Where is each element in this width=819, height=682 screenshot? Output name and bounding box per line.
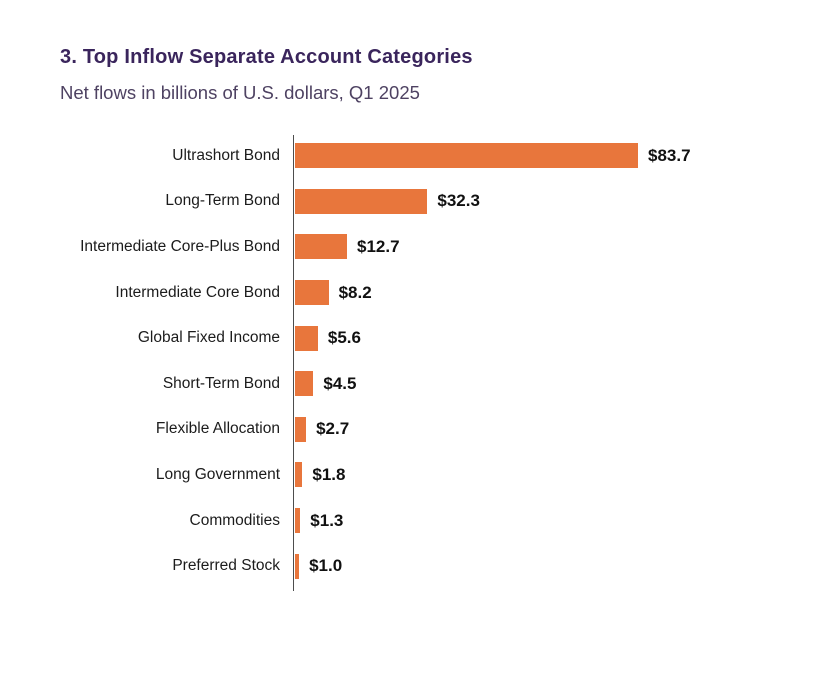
bar-area: $12.7 <box>295 234 819 260</box>
bar <box>295 462 303 488</box>
bar <box>295 234 347 260</box>
bar-area: $5.6 <box>295 325 819 351</box>
chart-row: Flexible Allocation $2.7 <box>0 407 819 453</box>
bar <box>295 371 314 397</box>
chart-row: Intermediate Core Bond $8.2 <box>0 270 819 316</box>
chart-title: 3. Top Inflow Separate Account Categorie… <box>60 46 473 68</box>
y-axis-line <box>293 135 294 591</box>
bar <box>295 553 300 579</box>
category-label: Global Fixed Income <box>137 329 280 347</box>
category-label: Commodities <box>189 511 280 529</box>
bar-area: $32.3 <box>295 188 819 214</box>
chart-row: Global Fixed Income $5.6 <box>0 315 819 361</box>
chart-row: Short-Term Bond $4.5 <box>0 361 819 407</box>
value-label: $4.5 <box>323 373 357 393</box>
chart-row: Intermediate Core-Plus Bond $12.7 <box>0 224 819 270</box>
value-label: $5.6 <box>327 328 361 348</box>
category-label: Long Government <box>155 465 280 483</box>
category-label: Short-Term Bond <box>162 374 280 392</box>
category-label: Intermediate Core-Plus Bond <box>80 237 280 255</box>
value-label: $12.7 <box>357 236 400 256</box>
category-label: Ultrashort Bond <box>172 146 280 164</box>
chart-row: Long Government $1.8 <box>0 452 819 498</box>
bar-area: $83.7 <box>295 143 819 169</box>
bar-area: $1.0 <box>295 553 819 579</box>
value-label: $1.3 <box>310 510 344 530</box>
bar-area: $2.7 <box>295 416 819 442</box>
bar <box>295 325 318 351</box>
chart-row: Ultrashort Bond $83.7 <box>0 133 819 179</box>
category-label: Long-Term Bond <box>165 192 280 210</box>
bar-area: $8.2 <box>295 280 819 306</box>
bar-area: $1.3 <box>295 508 819 534</box>
value-label: $32.3 <box>437 191 480 211</box>
bar <box>295 280 329 306</box>
bar <box>295 143 638 169</box>
category-label: Flexible Allocation <box>155 420 280 438</box>
chart-row: Preferred Stock $1.0 <box>0 543 819 589</box>
value-label: $2.7 <box>316 419 350 439</box>
bar-area: $1.8 <box>295 462 819 488</box>
value-label: $8.2 <box>338 282 372 302</box>
chart-row: Long-Term Bond $32.3 <box>0 179 819 225</box>
report-chart-panel: 3. Top Inflow Separate Account Categorie… <box>0 46 819 682</box>
value-label: $83.7 <box>648 145 691 165</box>
bar <box>295 416 307 442</box>
bar-chart: Ultrashort Bond $83.7 Long-Term Bond $32… <box>0 133 819 591</box>
bar <box>295 188 428 214</box>
category-label: Intermediate Core Bond <box>115 283 280 301</box>
category-label: Preferred Stock <box>172 557 280 575</box>
chart-row: Commodities $1.3 <box>0 498 819 544</box>
value-label: $1.8 <box>312 464 346 484</box>
chart-rows: Ultrashort Bond $83.7 Long-Term Bond $32… <box>0 133 819 589</box>
chart-subtitle: Net flows in billions of U.S. dollars, Q… <box>60 82 420 103</box>
bar-area: $4.5 <box>295 371 819 397</box>
bar <box>295 508 301 534</box>
value-label: $1.0 <box>309 556 343 576</box>
